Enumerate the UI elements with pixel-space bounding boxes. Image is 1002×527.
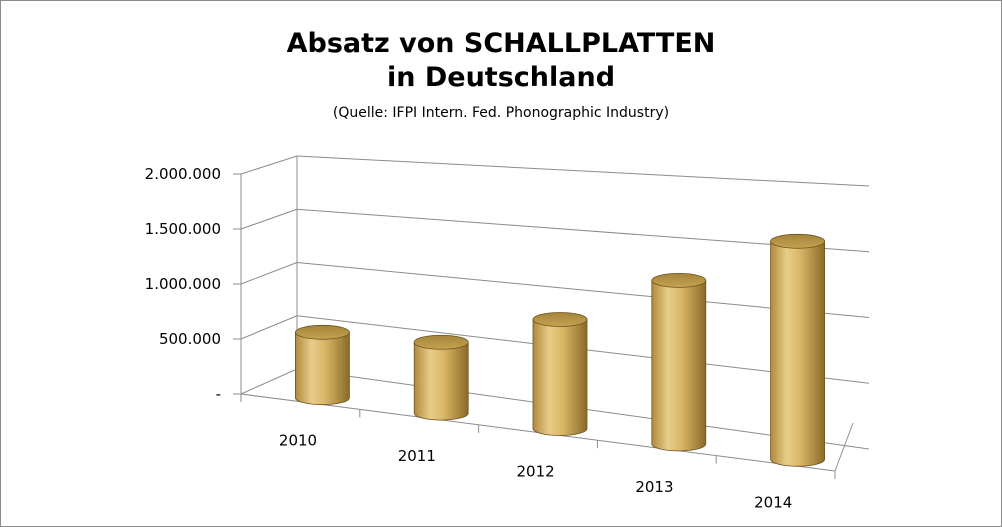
cylinder-top <box>770 233 825 249</box>
x-category-label: 2012 <box>517 463 555 481</box>
back-gridline <box>296 155 870 187</box>
y-tick-label: 1.000.000 <box>145 275 221 293</box>
cylinder-top <box>651 272 707 288</box>
x-category-label: 2013 <box>635 478 673 496</box>
x-category-label: 2014 <box>754 493 792 511</box>
cylinder-bar-2012 <box>532 312 588 436</box>
cylinder-body <box>413 341 469 421</box>
x-category-label: 2011 <box>398 447 436 465</box>
side-gridline <box>240 368 298 395</box>
cylinder-bar-2013 <box>651 272 707 452</box>
cylinder-top <box>294 324 350 340</box>
y-tick-label: - <box>216 385 221 403</box>
chart-title-line-2: in Deutschland <box>386 62 616 93</box>
floor-right-edge <box>834 422 854 472</box>
cylinder-top <box>413 334 469 350</box>
y-tick-label: 2.000.000 <box>145 165 221 183</box>
chart-subtitle: (Quelle: IFPI Intern. Fed. Phonographic … <box>332 105 670 121</box>
side-gridline <box>240 262 298 285</box>
cylinder-body <box>770 240 825 467</box>
side-gridline <box>240 315 298 340</box>
cylinder-top <box>532 312 588 327</box>
cylinder-bar-2011 <box>413 334 469 421</box>
cylinder-body <box>295 331 350 406</box>
y-tick-label: 500.000 <box>159 330 221 348</box>
cylinder-bar-2010 <box>294 324 350 406</box>
x-category-label: 2010 <box>279 432 317 450</box>
cylinder-body <box>651 280 707 452</box>
bar-layer <box>294 233 825 467</box>
chart-title-line-1: Absatz von SCHALLPLATTEN <box>286 28 716 59</box>
y-tick-label: 1.500.000 <box>145 220 221 238</box>
chart-title: Absatz von SCHALLPLATTEN in Deutschland <box>1 27 1001 95</box>
side-gridline <box>240 155 298 175</box>
side-gridline <box>240 208 298 230</box>
label-layer: - 500.000 1.000.000 1.500.000 2.000.000 2010 2… <box>145 165 793 511</box>
cylinder-bar-2014 <box>770 233 825 467</box>
cylinder-body <box>532 319 588 436</box>
